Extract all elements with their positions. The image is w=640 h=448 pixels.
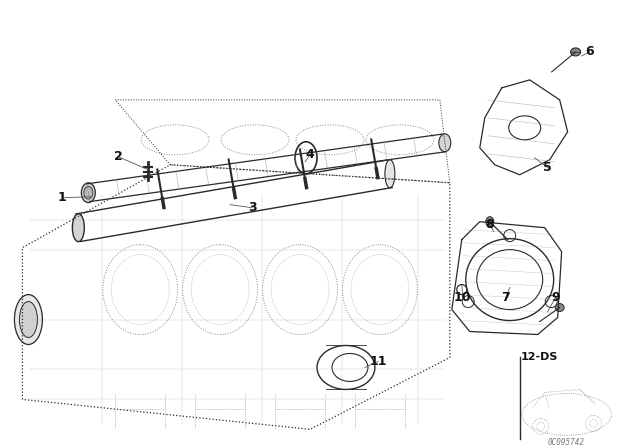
Text: 6: 6 [586, 45, 594, 58]
Ellipse shape [19, 302, 37, 337]
Text: 9: 9 [551, 291, 560, 304]
Text: 7: 7 [501, 291, 510, 304]
Text: 2: 2 [114, 150, 123, 163]
Ellipse shape [81, 183, 95, 202]
Text: 5: 5 [543, 161, 552, 174]
Ellipse shape [439, 134, 451, 152]
Ellipse shape [385, 160, 395, 188]
Text: 0C095742: 0C095742 [547, 438, 584, 447]
Ellipse shape [555, 304, 564, 311]
Ellipse shape [571, 48, 580, 56]
Text: 4: 4 [306, 148, 314, 161]
Text: 8: 8 [486, 218, 494, 231]
Text: 10: 10 [454, 291, 472, 304]
Text: 12-DS: 12-DS [521, 353, 558, 362]
Text: 3: 3 [248, 201, 257, 214]
Ellipse shape [486, 217, 493, 227]
Text: 11: 11 [369, 355, 387, 368]
Ellipse shape [84, 186, 93, 199]
Ellipse shape [72, 214, 84, 241]
Text: 1: 1 [58, 191, 67, 204]
Ellipse shape [15, 295, 42, 345]
